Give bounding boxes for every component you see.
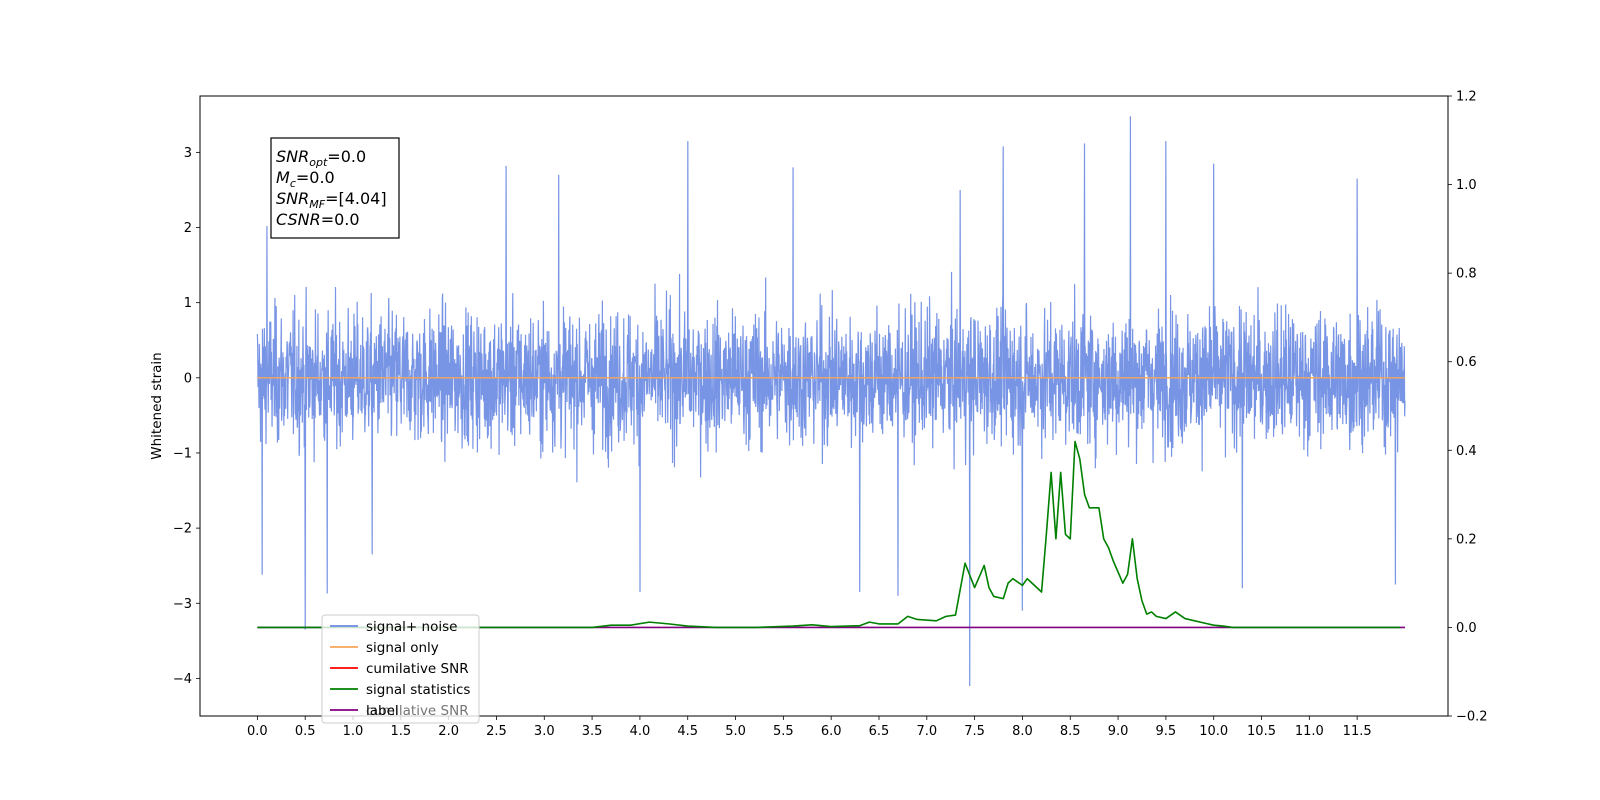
- axes: 0.0 0.5 1.0 1.5 2.0 2.5 3.0 3.5 4.0 4.5 5.0 5.5 6.0 6…: [173, 90, 1488, 740]
- legend-label: signal+ noise: [366, 619, 457, 635]
- x-tick-label: 4.0: [630, 724, 651, 739]
- x-tick-label: 4.5: [677, 724, 698, 739]
- y2-tick-label: 0.4: [1456, 444, 1477, 459]
- x-tick-label: 5.5: [773, 724, 794, 739]
- y2-tick-label: 1.0: [1456, 178, 1477, 193]
- legend-frame: [321, 614, 480, 724]
- series-signal-noise: [256, 116, 1406, 686]
- legend: signal+ noise signal only cumilative SNR si…: [321, 614, 480, 724]
- x-tick-label: 3.0: [534, 724, 555, 739]
- y-axis-label: Whitened strain: [149, 352, 165, 459]
- y-tick-label: 1: [184, 296, 192, 311]
- x-tick-label: 2.5: [486, 724, 507, 739]
- y-tick-label: 2: [184, 221, 192, 236]
- y-tick-label: −1: [173, 446, 192, 461]
- info-box-frame: [270, 137, 400, 239]
- y-tick-label: 0: [184, 371, 192, 386]
- y2-tick-label: 1.2: [1456, 90, 1477, 105]
- info-line: Mc=0.0: [276, 168, 335, 190]
- info-line: SNRopt=0.0: [276, 147, 366, 169]
- y2-tick-label: 0.0: [1456, 621, 1477, 636]
- x-tick-label: 1.5: [390, 724, 411, 739]
- x-tick-label: 10.5: [1247, 724, 1276, 739]
- y2-tick-label: 0.6: [1456, 355, 1477, 370]
- x-tick-label: 9.5: [1156, 724, 1177, 739]
- legend-ghost-label: cumilative SNR: [366, 703, 469, 719]
- y2-tick-label: 0.8: [1456, 267, 1477, 282]
- series-signal-statistics: [257, 440, 1401, 629]
- legend-label: signal only: [366, 640, 439, 656]
- y-tick-label: −4: [173, 672, 192, 687]
- y-tick-label: −3: [173, 597, 192, 612]
- x-tick-label: 6.0: [821, 724, 842, 739]
- legend-label: label: [366, 703, 399, 719]
- x-tick-label: 1.0: [343, 724, 364, 739]
- x-tick-label: 8.0: [1012, 724, 1033, 739]
- x-tick-label: 10.0: [1199, 724, 1228, 739]
- x-tick-label: 0.5: [295, 724, 316, 739]
- x-tick-label: 7.5: [964, 724, 985, 739]
- y-tick-label: 3: [184, 146, 192, 161]
- x-tick-label: 8.5: [1060, 724, 1081, 739]
- legend-label: signal statistics: [366, 682, 470, 698]
- x-tick-label: 0.0: [247, 724, 268, 739]
- x-tick-label: 11.5: [1343, 724, 1372, 739]
- x-tick-label: 5.0: [725, 724, 746, 739]
- x-tick-label: 11.0: [1295, 724, 1324, 739]
- info-line: SNRMF=[4.04]: [276, 189, 387, 211]
- x-tick-label: 6.5: [869, 724, 890, 739]
- legend-label: cumilative SNR: [366, 661, 469, 677]
- y-tick-label: −2: [173, 522, 192, 537]
- x-tick-label: 3.5: [582, 724, 603, 739]
- y2-tick-label: 0.2: [1456, 532, 1477, 547]
- x-tick-label: 2.0: [438, 724, 459, 739]
- x-tick-label: 9.0: [1108, 724, 1129, 739]
- x-tick-label: 7.0: [916, 724, 937, 739]
- info-line: CSNR=0.0: [276, 210, 360, 229]
- axes-frame: [199, 95, 1449, 717]
- y2-tick-label: −0.2: [1456, 710, 1488, 725]
